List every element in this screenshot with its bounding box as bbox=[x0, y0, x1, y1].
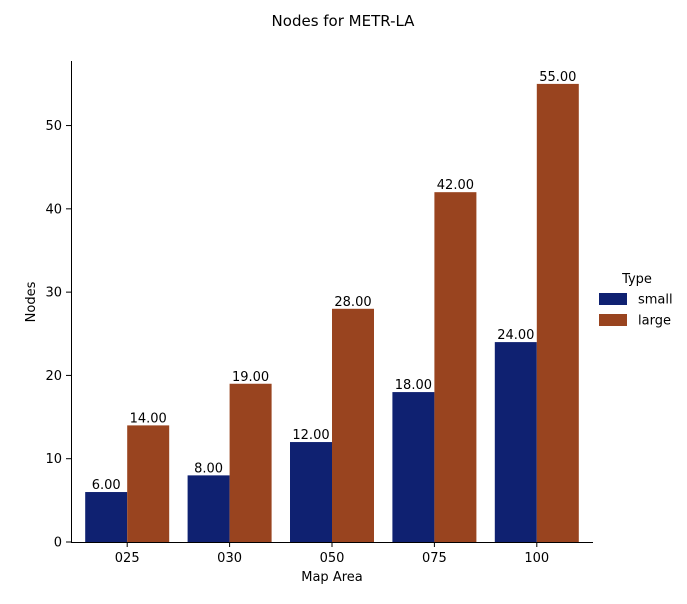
value-label-large-075: 42.00 bbox=[437, 178, 474, 193]
bar-large-030 bbox=[229, 383, 272, 542]
bars-layer bbox=[85, 83, 579, 543]
bar-small-030 bbox=[187, 475, 230, 542]
x-tick-label: 100 bbox=[524, 551, 549, 566]
x-tick-label: 075 bbox=[422, 551, 447, 566]
legend-swatch-small bbox=[599, 293, 627, 305]
y-axis-label: Nodes bbox=[24, 281, 39, 322]
y-tick-label: 10 bbox=[45, 452, 62, 467]
bar-small-100 bbox=[494, 342, 537, 542]
bar-small-050 bbox=[290, 442, 332, 542]
x-ticks: 025 030 050 075 100 bbox=[115, 542, 549, 566]
bar-large-025 bbox=[127, 425, 170, 542]
x-tick-label: 025 bbox=[115, 551, 140, 566]
bar-small-075 bbox=[392, 392, 435, 542]
value-label-small-075: 18.00 bbox=[395, 378, 432, 393]
bar-large-100 bbox=[536, 83, 579, 543]
y-tick-label: 20 bbox=[45, 369, 62, 384]
value-labels-layer: 6.00 14.00 8.00 19.00 12.00 28.00 18.00 42.00 24… bbox=[92, 70, 577, 493]
x-tick-label: 030 bbox=[217, 551, 242, 566]
y-tick-label: 40 bbox=[45, 202, 62, 217]
chart-title: Nodes for METR-LA bbox=[272, 12, 416, 30]
y-ticks: 0 10 20 30 40 50 bbox=[45, 119, 71, 551]
value-label-small-025: 6.00 bbox=[92, 478, 121, 493]
x-axis-label: Map Area bbox=[301, 570, 362, 585]
legend-items: small large bbox=[599, 293, 673, 329]
x-tick-label: 050 bbox=[320, 551, 345, 566]
bar-large-050 bbox=[332, 308, 374, 542]
y-tick-label: 50 bbox=[45, 119, 62, 134]
legend-title: Type bbox=[621, 272, 652, 287]
legend-label-large: large bbox=[638, 314, 671, 329]
value-label-large-030: 19.00 bbox=[232, 370, 269, 385]
bar-small-025 bbox=[85, 492, 128, 542]
value-label-small-030: 8.00 bbox=[194, 461, 223, 476]
legend-label-small: small bbox=[638, 293, 673, 308]
value-label-large-050: 28.00 bbox=[334, 295, 371, 310]
value-label-small-100: 24.00 bbox=[497, 328, 534, 343]
legend: Type small large bbox=[599, 272, 673, 329]
value-label-large-100: 55.00 bbox=[539, 70, 576, 85]
value-label-small-050: 12.00 bbox=[292, 428, 329, 443]
bar-large-075 bbox=[434, 192, 477, 542]
value-label-large-025: 14.00 bbox=[130, 411, 167, 426]
y-tick-label: 0 bbox=[54, 536, 62, 551]
y-tick-label: 30 bbox=[45, 286, 62, 301]
legend-swatch-large bbox=[599, 314, 627, 326]
